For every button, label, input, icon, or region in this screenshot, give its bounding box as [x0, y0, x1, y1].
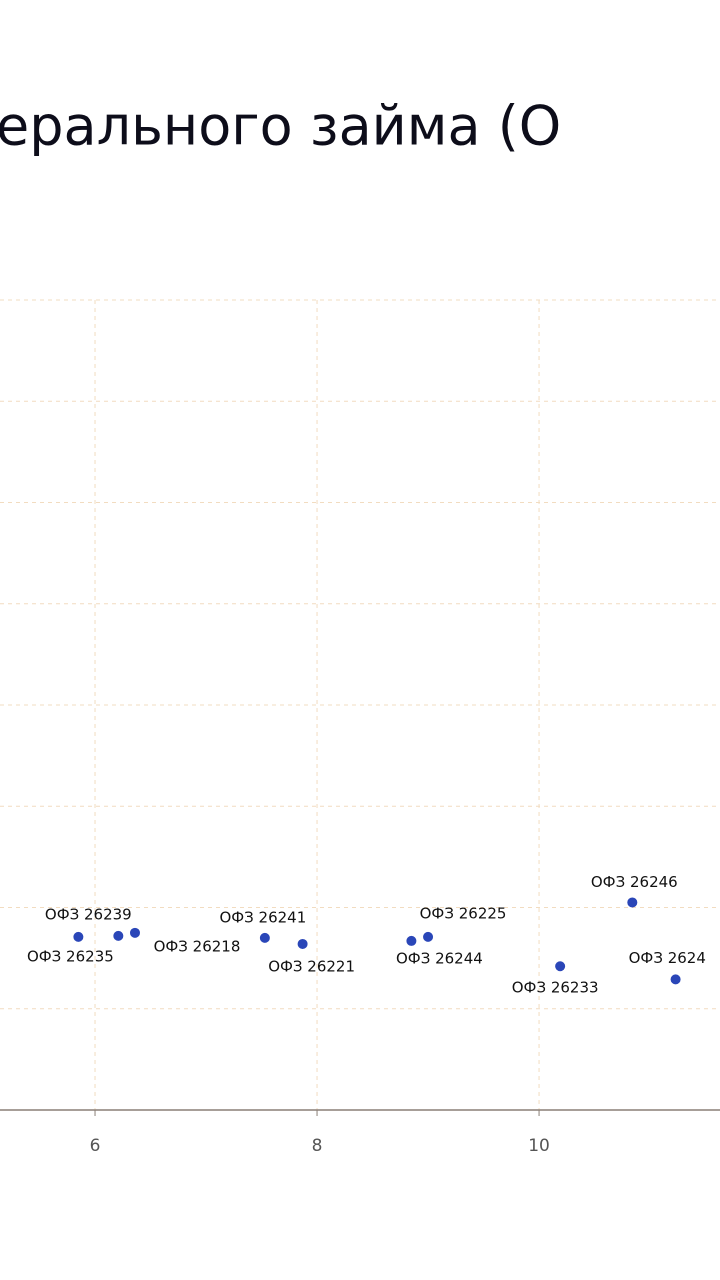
point — [406, 935, 417, 946]
point-label: ОФЗ 2624 — [629, 949, 706, 967]
point-label: ОФЗ 26218 — [154, 937, 241, 955]
point-label: ОФЗ 26225 — [420, 904, 507, 922]
point — [259, 932, 270, 943]
point-label: ОФЗ 26239 — [45, 905, 132, 923]
x-tick-label: 10 — [528, 1136, 550, 1156]
point — [423, 931, 434, 942]
point-label: ОФЗ 26241 — [219, 908, 306, 926]
point-label: ОФЗ 26246 — [591, 873, 678, 891]
chart-title: ерального займа (О — [0, 95, 561, 158]
point — [73, 931, 84, 942]
point — [129, 927, 140, 938]
x-tick-label: 6 — [90, 1136, 101, 1156]
point — [670, 974, 681, 985]
point — [555, 961, 566, 972]
point-label: ОФЗ 26244 — [396, 949, 483, 967]
point-label: ОФЗ 26233 — [512, 979, 599, 997]
point — [297, 938, 308, 949]
x-tick-label: 8 — [312, 1136, 323, 1156]
point — [113, 930, 124, 941]
point-label: ОФЗ 26221 — [268, 957, 355, 975]
point — [627, 897, 638, 908]
point-label: ОФЗ 26235 — [27, 947, 114, 965]
